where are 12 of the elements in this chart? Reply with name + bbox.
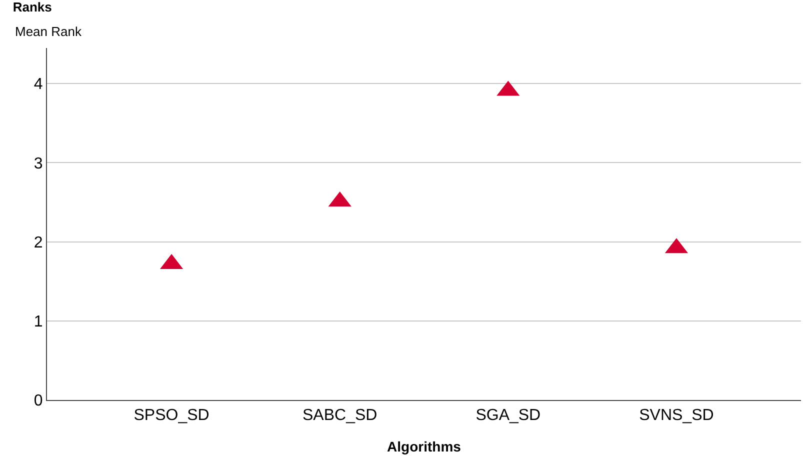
y-tick-label: 3 [34,155,43,172]
x-axis-title: Algorithms [387,438,462,454]
y-tick-label: 0 [34,392,43,410]
x-tick-label: SVNS_SD [639,407,714,424]
y-axis-title: Mean Rank [15,24,82,39]
y-tick-label: 2 [34,234,43,252]
y-tick-label: 4 [34,76,43,94]
y-tick-label: 1 [34,314,43,330]
x-tick-label: SABC_SD [302,407,378,424]
x-tick-label: SPSO_SD [134,407,210,424]
chart-title: Ranks [12,0,52,14]
x-tick-label: SGA_SD [476,407,541,424]
